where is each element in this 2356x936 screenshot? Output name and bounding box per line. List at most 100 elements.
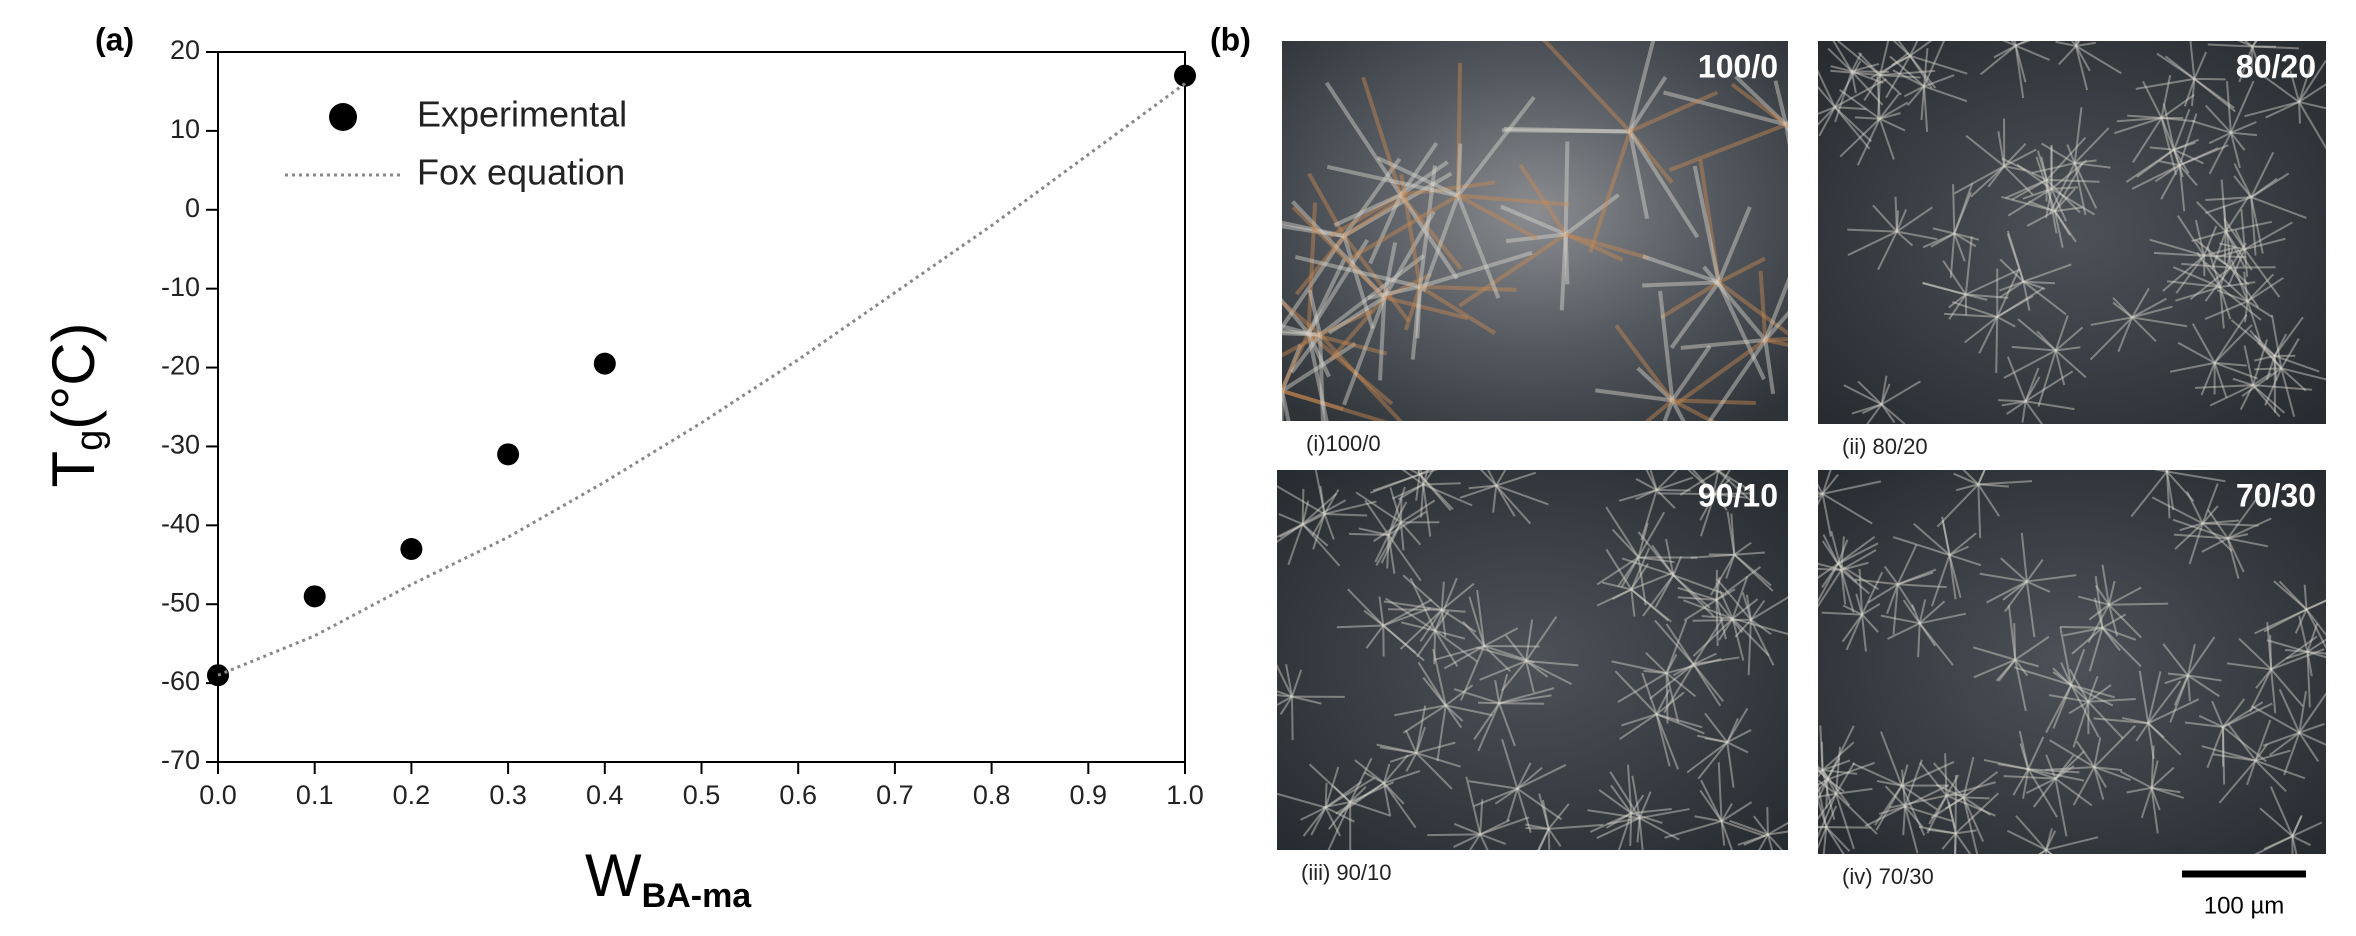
spherulite-ray	[1434, 610, 1450, 632]
spherulite-ray	[1835, 787, 1873, 795]
spherulite-ray	[2246, 273, 2275, 303]
spherulite-ray	[2050, 188, 2068, 222]
spherulite-ray	[1665, 623, 1695, 665]
spherulite-ray	[1631, 775, 1641, 819]
spherulite-ray	[2006, 400, 2027, 415]
spherulite-ray	[1611, 528, 1640, 559]
spherulite-ray	[2209, 384, 2254, 407]
spherulite-ray	[2230, 259, 2249, 302]
spherulite-ray	[2201, 505, 2219, 525]
spherulite-ray	[1891, 54, 1911, 66]
spherulite-ray	[2022, 281, 2031, 311]
spherulite-ray	[1302, 806, 1327, 837]
spherulite-ray	[1416, 741, 1456, 755]
spherulite-ray	[1673, 574, 1725, 595]
spherulite-ray	[2059, 627, 2073, 686]
spherulite-ray	[2010, 41, 2017, 47]
spherulite-ray	[1861, 403, 1883, 415]
spherulite-ray	[2001, 195, 2056, 213]
spherulite-ray	[2255, 668, 2272, 689]
spherulite-ray	[1501, 738, 1519, 789]
spherulite-ray	[2028, 768, 2080, 774]
spherulite-ray	[2187, 674, 2220, 698]
spherulite-ray	[2162, 254, 2205, 292]
spherulite-ray	[2208, 132, 2232, 175]
spherulite-ray	[2194, 219, 2206, 256]
spherulite-ray	[1598, 789, 1632, 815]
spherulite-ray	[2004, 165, 2026, 172]
spherulite-ray	[2122, 717, 2149, 725]
micrograph-overlay: 100/0	[1698, 48, 1778, 84]
spherulite-ray	[1765, 337, 1788, 343]
spherulite-ray	[2013, 666, 2072, 686]
spherulite-ray	[2227, 723, 2257, 762]
spherulite-ray	[1945, 796, 1965, 810]
spherulite-ray	[1626, 764, 1633, 814]
spherulite-ray	[1726, 741, 1749, 754]
spherulite-ray	[2281, 367, 2326, 381]
spherulite-ray	[1656, 489, 1676, 509]
spherulite-ray	[1322, 801, 1351, 809]
spherulite-ray	[2014, 45, 2027, 83]
spherulite-ray	[2046, 179, 2081, 214]
spherulite-ray	[1665, 672, 1697, 698]
spherulite-ray	[1945, 774, 1960, 797]
spherulite-ray	[1897, 571, 1934, 586]
spherulite-ray	[1669, 281, 1721, 349]
spherulite-ray	[2075, 45, 2091, 72]
spherulite-ray	[1617, 672, 1668, 703]
spherulite-ray	[1949, 554, 1982, 567]
y-axis-label: Tg(°C)	[40, 322, 111, 487]
spherulite-ray	[1312, 513, 1326, 550]
spherulite-ray	[2195, 239, 2232, 269]
spherulite-ray	[2119, 770, 2153, 789]
micrograph-caption: (iv) 70/30	[1842, 864, 1934, 889]
spherulite-ray	[2046, 136, 2087, 181]
spherulite-ray	[1479, 660, 1527, 681]
spherulite-ray	[1432, 648, 1447, 706]
spherulite-ray	[1374, 534, 1390, 563]
spherulite-ray	[2101, 627, 2142, 668]
spherulite-ray	[2251, 41, 2257, 47]
spherulite-ray	[2045, 849, 2053, 854]
spherulite-ray	[2223, 218, 2246, 250]
spherulite-ray	[1767, 830, 1788, 836]
spherulite-ray	[2237, 41, 2253, 48]
y-tick-label: 0	[185, 193, 200, 223]
spherulite-ray	[1402, 574, 1443, 611]
spherulite-ray	[1388, 510, 1427, 536]
spherulite-ray	[2138, 670, 2150, 724]
spherulite-ray	[2154, 164, 2181, 183]
spherulite-ray	[1348, 532, 1389, 536]
micrographs: 100/0 (i)100/0 80/20 (ii) 80/20 90/10 (iii) 9…	[1277, 41, 2326, 889]
spherulite-ray	[1953, 472, 1979, 486]
spherulite-ray	[1445, 704, 1493, 717]
spherulite-ray	[1644, 398, 1674, 421]
spherulite-ray	[1843, 384, 1883, 406]
spherulite-ray	[2206, 726, 2224, 769]
spherulite-ray	[1610, 784, 1633, 814]
spherulite-ray	[2298, 62, 2313, 103]
spherulite-ray	[2278, 580, 2308, 611]
spherulite-ray	[2303, 584, 2308, 610]
spherulite-ray	[1394, 704, 1446, 717]
x-tick-label: 0.9	[1070, 780, 1108, 810]
spherulite-ray	[2250, 196, 2307, 219]
spherulite-ray	[1996, 268, 2020, 318]
spherulite-ray	[1716, 281, 1766, 381]
spherulite-ray	[1378, 297, 1387, 381]
x-tick-label: 0.0	[199, 780, 237, 810]
spherulite-ray	[1854, 578, 1898, 586]
spherulite-ray	[2192, 120, 2232, 134]
spherulite-ray	[2196, 251, 2221, 288]
spherulite-ray	[1459, 484, 1497, 499]
spherulite-ray	[1656, 713, 1705, 735]
spherulite-ray	[1365, 624, 1385, 649]
spherulite-ray	[2070, 41, 2077, 47]
micrograph	[1818, 41, 2326, 424]
spherulite-ray	[1403, 286, 1422, 331]
spherulite-ray	[1715, 599, 1727, 640]
spherulite-ray	[1867, 583, 1899, 604]
spherulite-ray	[1672, 574, 1715, 618]
spherulite-ray	[1484, 644, 1540, 648]
